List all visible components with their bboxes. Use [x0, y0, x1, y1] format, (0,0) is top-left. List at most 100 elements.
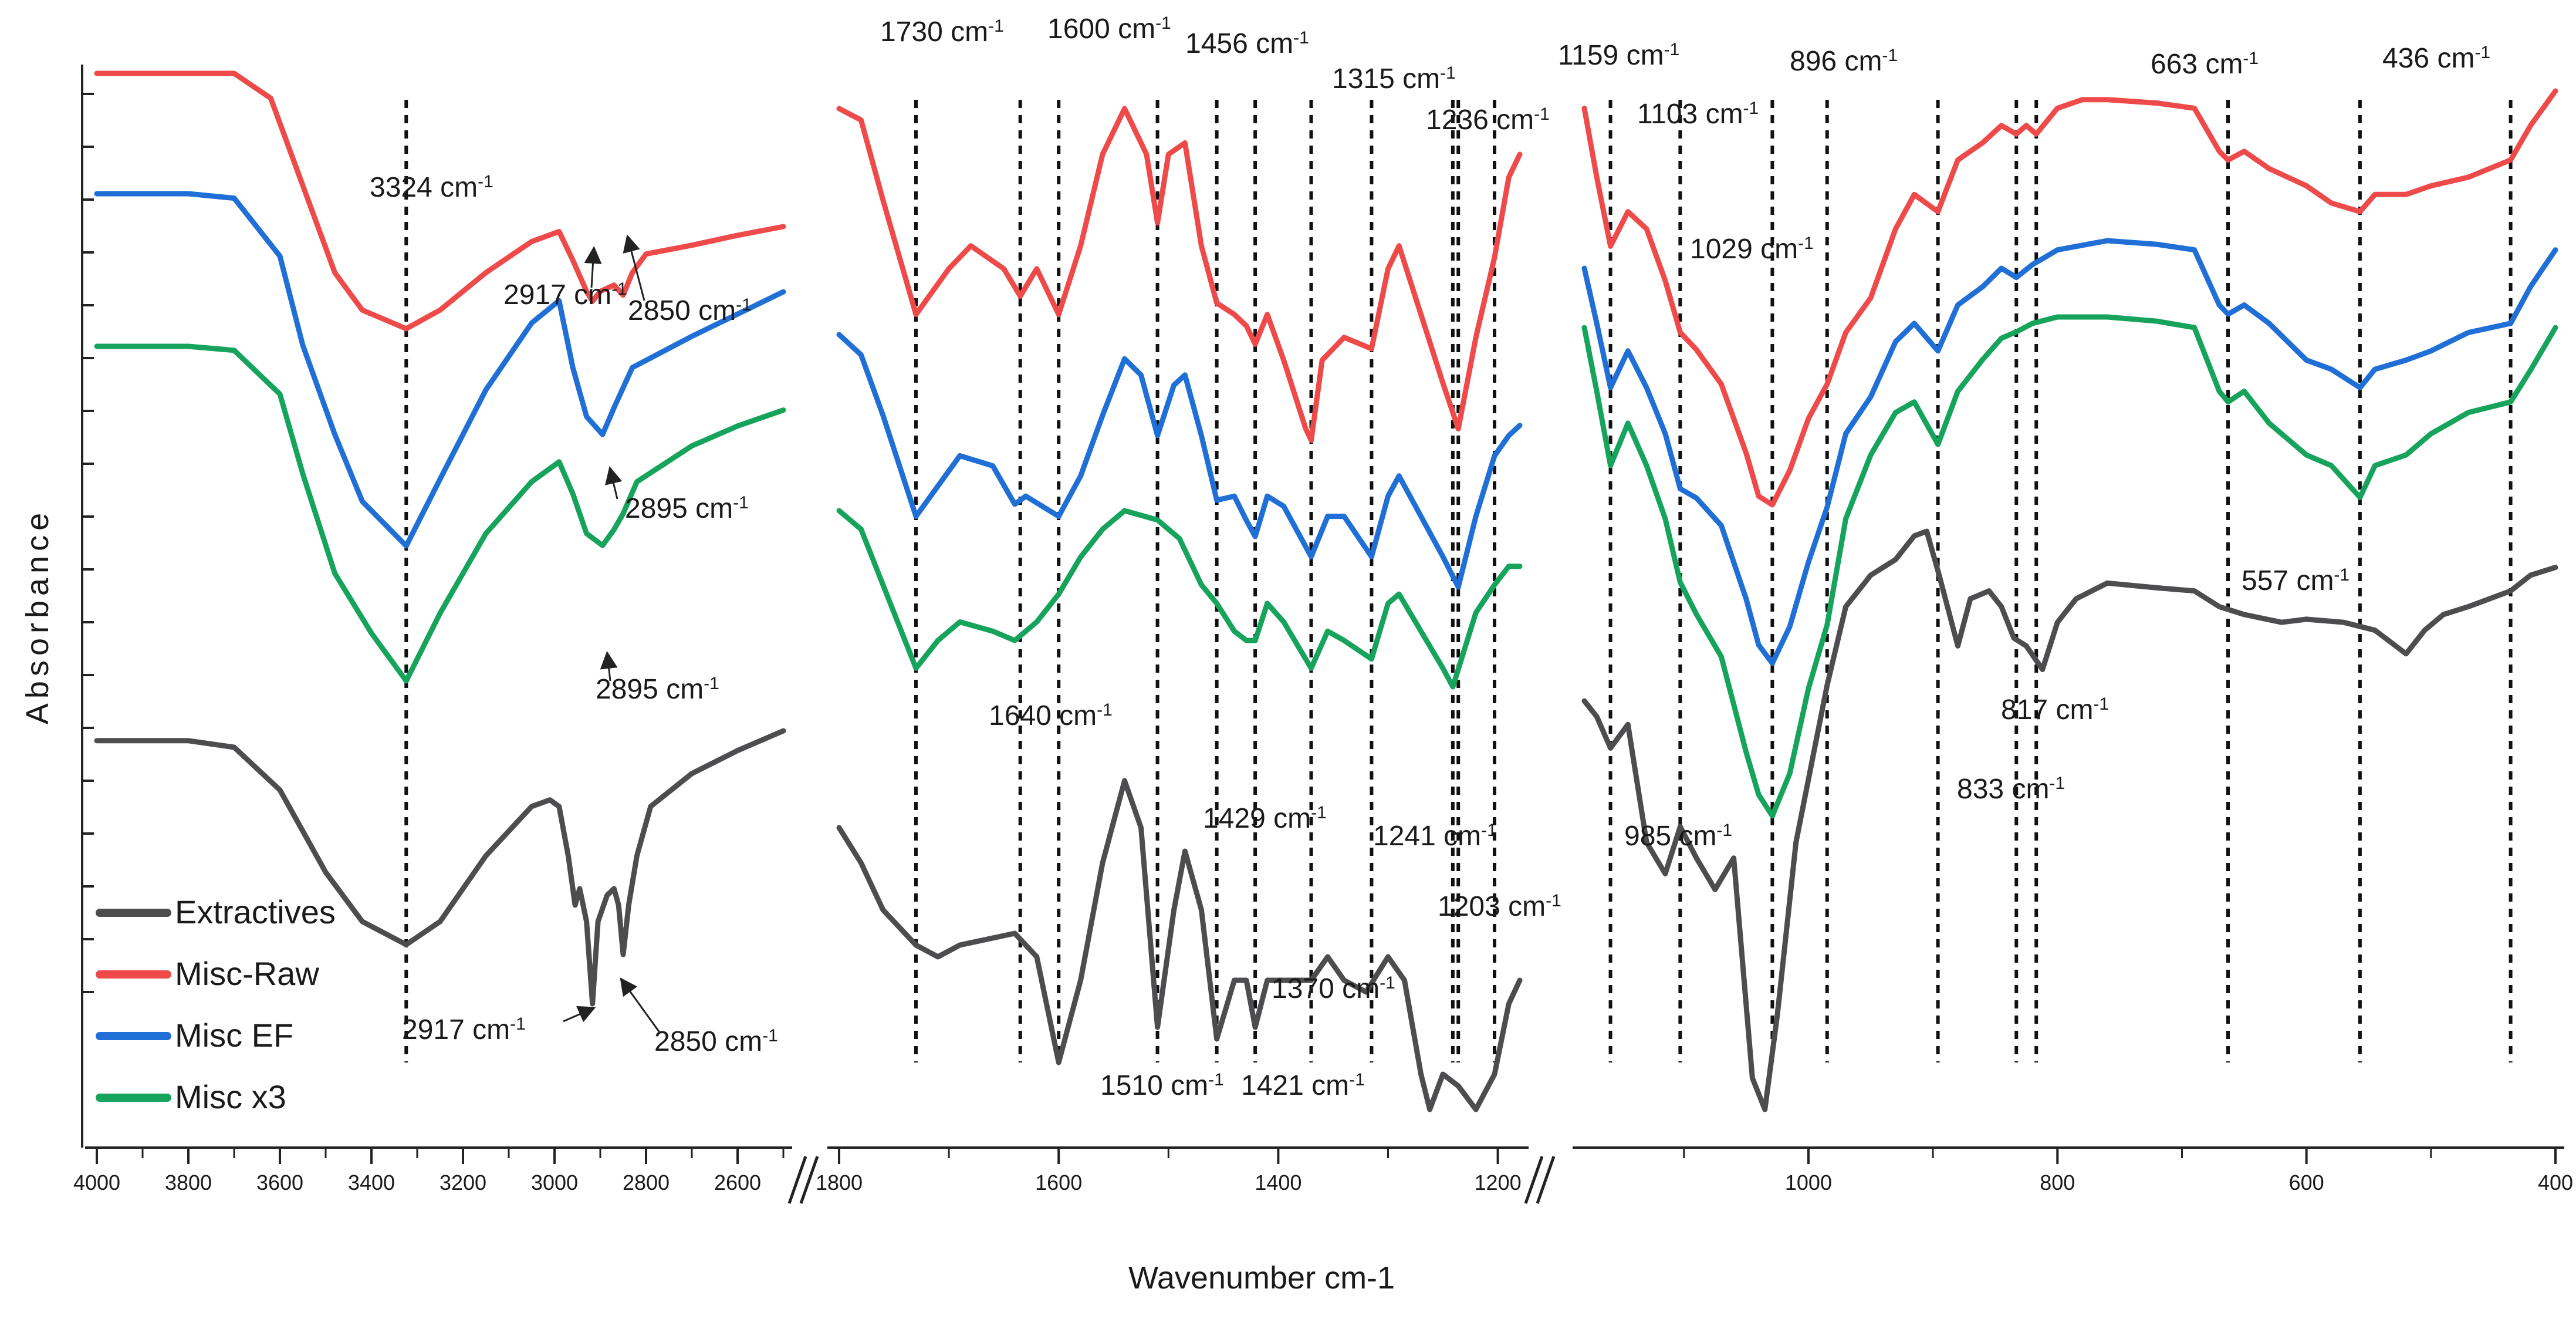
peak-label-value: 833	[1957, 774, 2004, 805]
peak-label-value: 1159	[1558, 40, 1618, 71]
peak-label: 1236 cm-1	[1426, 104, 1550, 136]
peak-label-unit: cm	[1679, 821, 1716, 852]
peak-label: 817 cm-1	[2001, 694, 2109, 726]
peak-label-unit: cm	[951, 16, 988, 48]
peak-label-value: 1203	[1438, 891, 1500, 922]
peak-label-exponent: -1	[2049, 774, 2065, 793]
y-axis-title: Absorbance	[20, 508, 55, 724]
peak-label-unit: cm	[2205, 49, 2243, 80]
peak-label-space	[1052, 700, 1059, 731]
peak-label-unit: cm	[1059, 700, 1097, 731]
peak-label: 1241 cm-1	[1373, 821, 1497, 852]
peak-label: 436 cm-1	[2382, 43, 2490, 75]
peak-label: 985 cm-1	[1624, 821, 1732, 852]
peak-label-unit: cm	[1256, 28, 1293, 59]
peak-label-value: 2895	[596, 674, 658, 705]
peak-label-exponent: -1	[1882, 46, 1898, 65]
panel-low-x-tick-label: 400	[2538, 1170, 2573, 1195]
peak-label-space	[1436, 821, 1443, 852]
peak-label: 1640 cm-1	[989, 700, 1113, 732]
peak-label-space	[1304, 1070, 1311, 1101]
peak-label-value: 2895	[625, 493, 688, 524]
peak-label-value: 1029	[1690, 234, 1753, 265]
peak-label-exponent: -1	[1664, 40, 1680, 59]
peak-label: 1429 cm-1	[1203, 803, 1327, 835]
panel-low-x-tick-label: 800	[2040, 1170, 2075, 1195]
peak-label-unit: cm	[1844, 46, 1882, 77]
panel-mid-x-tick-label: 1200	[1475, 1170, 1522, 1195]
peak-label-unit: cm	[695, 493, 733, 524]
peak-label-exponent: -1	[1716, 821, 1732, 840]
peak-label-unit: cm	[1118, 14, 1155, 45]
legend-label-misc-x3: Misc x3	[175, 1078, 286, 1115]
peak-arrow	[623, 234, 645, 301]
peak-label-value: 1456	[1185, 28, 1248, 59]
peak-label: 1029 cm-1	[1690, 234, 1814, 265]
peak-label-unit: cm	[1706, 99, 1743, 130]
panel-high-series-extractives	[94, 728, 786, 1007]
peak-label-value: 1103	[1637, 99, 1698, 130]
peak-label: 557 cm-1	[2242, 565, 2349, 597]
peak-label-value: 557	[2242, 565, 2288, 596]
peak-label-exponent: -1	[1208, 1070, 1224, 1089]
peak-label-exponent: -1	[1155, 14, 1171, 33]
peak-label-value: 3324	[370, 172, 432, 203]
peak-label: 3324 cm-1	[370, 172, 493, 204]
panel-low-x-tick-label: 600	[2289, 1170, 2324, 1195]
panel-high-x-tick-label: 3400	[348, 1170, 395, 1195]
peak-label-space	[566, 279, 574, 311]
peak-label: 1456 cm-1	[1185, 28, 1309, 60]
peak-label-space	[1110, 14, 1118, 45]
peak-label-space	[465, 1014, 472, 1045]
peak-label-value: 985	[1624, 821, 1671, 852]
peak-label-exponent: -1	[1380, 973, 1395, 993]
peak-label-value: 2850	[654, 1026, 717, 1057]
peak-label-space	[1698, 99, 1705, 130]
peak-label: 1103 cm-1	[1637, 99, 1759, 130]
peak-arrow	[605, 466, 623, 500]
peak-label-unit: cm	[698, 295, 736, 326]
axis-break-mark	[799, 1156, 819, 1204]
peak-label-exponent: -1	[510, 1014, 526, 1034]
panel-high-x-tick-label: 2600	[714, 1170, 761, 1195]
peak-label-exponent: -1	[1534, 104, 1550, 124]
peak-arrow	[563, 1006, 596, 1023]
peak-label-space	[1334, 973, 1342, 1004]
peak-label-value: 896	[1790, 46, 1837, 77]
panel-low-series-misc-ef	[1581, 238, 2558, 666]
peak-label-unit: cm	[440, 172, 478, 203]
peak-label-space	[2429, 43, 2437, 74]
axis-break-mark	[787, 1156, 807, 1204]
peak-label-value: 1730	[880, 16, 943, 48]
peak-label-space	[1671, 821, 1679, 852]
peak-label-value: 1241	[1373, 821, 1436, 852]
peak-label-exponent: -1	[2243, 49, 2259, 68]
peak-label-unit: cm	[1171, 1070, 1208, 1101]
peak-label: 2917 cm-1	[402, 1014, 526, 1046]
peak-label: 1600 cm-1	[1047, 14, 1171, 45]
peak-label-value: 1370	[1272, 973, 1334, 1004]
peak-label-unit: cm	[2012, 774, 2049, 805]
peak-label: 1159 cm-1	[1558, 40, 1679, 72]
peak-label-space	[1753, 234, 1760, 265]
axis-break-mark	[1536, 1156, 1556, 1204]
peak-label-exponent: -1	[611, 279, 627, 299]
peak-label-exponent: -1	[733, 493, 749, 512]
legend-layer: Extractives Misc-Raw Misc EF Misc x3	[96, 893, 336, 1115]
peak-label-value: 436	[2382, 43, 2429, 74]
peak-label-space	[1500, 891, 1508, 922]
peak-label-exponent: -1	[1311, 803, 1327, 822]
peak-label-unit: cm	[1311, 1070, 1349, 1101]
peak-label-unit: cm	[2056, 694, 2093, 726]
peak-label-value: 1640	[989, 700, 1052, 731]
peak-label-exponent: -1	[1440, 63, 1456, 83]
peak-label-value: 663	[2151, 49, 2198, 80]
peak-label-exponent: -1	[736, 295, 752, 315]
peak-label: 2850 cm-1	[628, 295, 752, 327]
peak-label-unit: cm	[1508, 891, 1546, 922]
peak-label-space	[943, 16, 951, 48]
panel-mid-x-tick-label: 1400	[1255, 1170, 1301, 1195]
peak-label: 1315 cm-1	[1332, 63, 1456, 95]
